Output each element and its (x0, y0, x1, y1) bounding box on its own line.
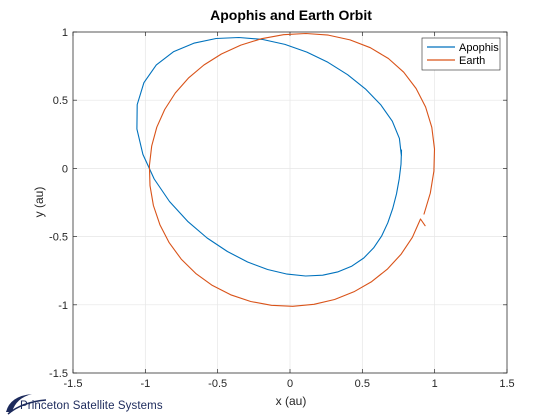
grid-lines (72, 31, 508, 374)
x-tick-label: -1.5 (64, 378, 83, 390)
y-tick-label: -1 (58, 300, 68, 312)
y-tick-label: -1.5 (49, 368, 68, 380)
y-tick-label: 0.5 (53, 95, 68, 107)
x-tick-label: 1 (432, 378, 438, 390)
axis-ticks: -1.5 -1 -0.5 0 0.5 1 1.5 -1.5 -1 -0.5 0 0.5 1 (49, 27, 515, 390)
chart-title: Apophis and Earth Orbit (210, 7, 372, 23)
x-tick-label: -0.5 (208, 378, 227, 390)
x-tick-label: -1 (140, 378, 150, 390)
series-line-apophis (136, 36, 403, 277)
logo-text: Princeton Satellite Systems (20, 400, 163, 412)
y-tick-label: 1 (62, 27, 68, 39)
y-axis-label: y (au) (32, 187, 46, 218)
legend-label-apophis: Apophis (459, 42, 499, 54)
company-logo (6, 394, 47, 415)
y-tick-label: -0.5 (49, 232, 68, 244)
legend-box (421, 37, 501, 71)
x-tick-label: 0.5 (355, 378, 370, 390)
legend: Apophis Earth (421, 37, 501, 71)
x-tick-label: 1.5 (499, 378, 514, 390)
series-line-earth (148, 32, 436, 307)
logo-orbit-icon (7, 399, 47, 415)
logo-swoosh-icon (6, 394, 32, 412)
x-axis-label: x (au) (276, 394, 307, 408)
y-tick-label: 0 (62, 163, 68, 175)
series-layer (136, 32, 436, 307)
legend-label-earth: Earth (459, 55, 485, 67)
x-tick-label: 0 (287, 378, 293, 390)
